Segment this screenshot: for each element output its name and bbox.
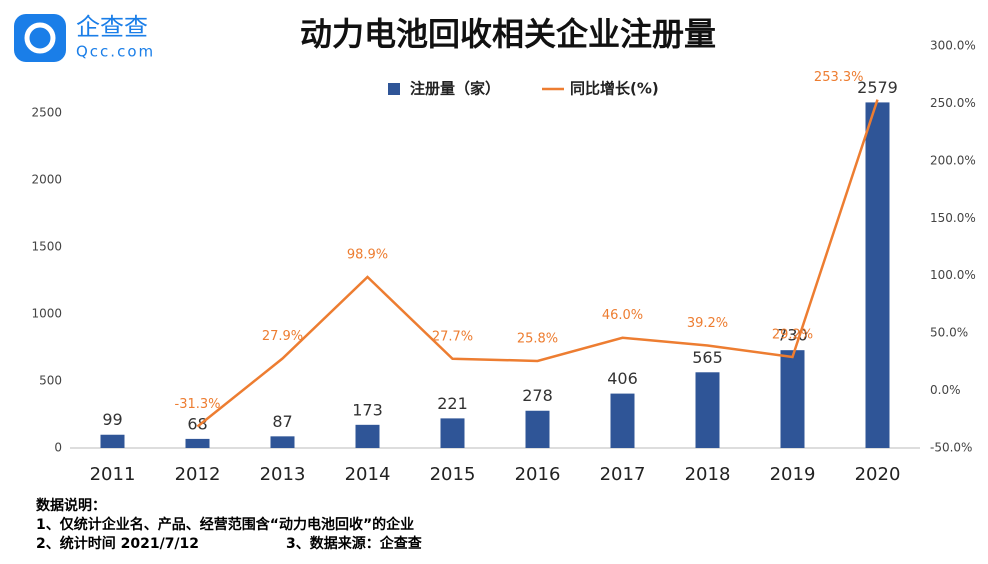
y2-tick-label: 250.0% bbox=[930, 96, 976, 110]
line-value-label: 46.0% bbox=[602, 308, 643, 323]
y-tick-label: 0 bbox=[54, 441, 62, 455]
note: 1、仅统计企业名、产品、经营范围含“动力电池回收”的企业 bbox=[36, 516, 414, 533]
bar bbox=[865, 102, 890, 448]
y2-tick-label: 100.0% bbox=[930, 268, 976, 282]
x-tick-label: 2012 bbox=[175, 464, 221, 485]
bar bbox=[185, 438, 210, 448]
y-tick-label: 2500 bbox=[31, 106, 62, 120]
y2-tick-label: 50.0% bbox=[930, 326, 968, 340]
line-value-label: 29.2% bbox=[772, 328, 813, 343]
x-tick-label: 2019 bbox=[770, 464, 816, 485]
bar-value-label: 2579 bbox=[857, 78, 898, 97]
y2-tick-label: 200.0% bbox=[930, 153, 976, 167]
line-value-label: 25.8% bbox=[517, 331, 558, 346]
bar-value-label: 406 bbox=[607, 369, 638, 388]
bar-value-label: 173 bbox=[352, 400, 383, 419]
bar bbox=[780, 350, 805, 448]
bar-value-label: 221 bbox=[437, 394, 468, 413]
bar bbox=[100, 434, 125, 448]
line-value-label: 27.7% bbox=[432, 329, 473, 344]
line-value-label: 27.9% bbox=[262, 329, 303, 344]
x-tick-label: 2020 bbox=[855, 464, 901, 485]
y-tick-label: 2000 bbox=[31, 173, 62, 187]
legend-label: 同比增长(%) bbox=[570, 80, 659, 98]
x-tick-label: 2017 bbox=[600, 464, 646, 485]
logo-mark bbox=[24, 22, 56, 54]
x-tick-label: 2015 bbox=[430, 464, 476, 485]
logo-site: Qcc.com bbox=[76, 43, 155, 61]
x-tick-label: 2018 bbox=[685, 464, 731, 485]
legend-swatch bbox=[388, 83, 400, 95]
bar bbox=[355, 424, 380, 448]
bar-value-label: 87 bbox=[272, 412, 292, 431]
logo-icon bbox=[14, 14, 66, 62]
y-tick-label: 1500 bbox=[31, 240, 62, 254]
bar bbox=[695, 372, 720, 448]
legend-label: 注册量（家） bbox=[410, 80, 500, 98]
bar-value-label: 68 bbox=[187, 414, 207, 433]
bar bbox=[610, 393, 635, 448]
bar bbox=[440, 418, 465, 448]
line-value-label: 98.9% bbox=[347, 247, 388, 262]
line-value-label: -31.3% bbox=[175, 397, 221, 412]
bar bbox=[270, 436, 295, 448]
x-tick-label: 2013 bbox=[260, 464, 306, 485]
bar-value-label: 99 bbox=[102, 410, 122, 429]
line bbox=[196, 99, 879, 428]
bar-value-label: 565 bbox=[692, 348, 723, 367]
line-value-label: 39.2% bbox=[687, 316, 728, 331]
y-tick-label: 500 bbox=[39, 374, 62, 388]
line-value-label: 253.3% bbox=[814, 70, 864, 85]
bar-value-label: 278 bbox=[522, 386, 553, 405]
y2-tick-label: -50.0% bbox=[930, 441, 972, 455]
bar bbox=[525, 410, 550, 448]
note: 2、统计时间 2021/7/12 bbox=[36, 535, 199, 552]
chart-title: 动力电池回收相关企业注册量 bbox=[300, 15, 716, 53]
note: 数据说明： bbox=[36, 497, 106, 514]
y2-tick-label: 150.0% bbox=[930, 211, 976, 225]
logo-name: 企查查 bbox=[76, 13, 148, 41]
x-tick-label: 2016 bbox=[515, 464, 561, 485]
y2-tick-label: 300.0% bbox=[930, 39, 976, 53]
y-tick-label: 1000 bbox=[31, 307, 62, 321]
note: 3、数据来源：企查查 bbox=[286, 535, 423, 552]
x-tick-label: 2011 bbox=[90, 464, 136, 485]
x-tick-label: 2014 bbox=[345, 464, 391, 485]
y2-tick-label: 0.0% bbox=[930, 383, 961, 397]
